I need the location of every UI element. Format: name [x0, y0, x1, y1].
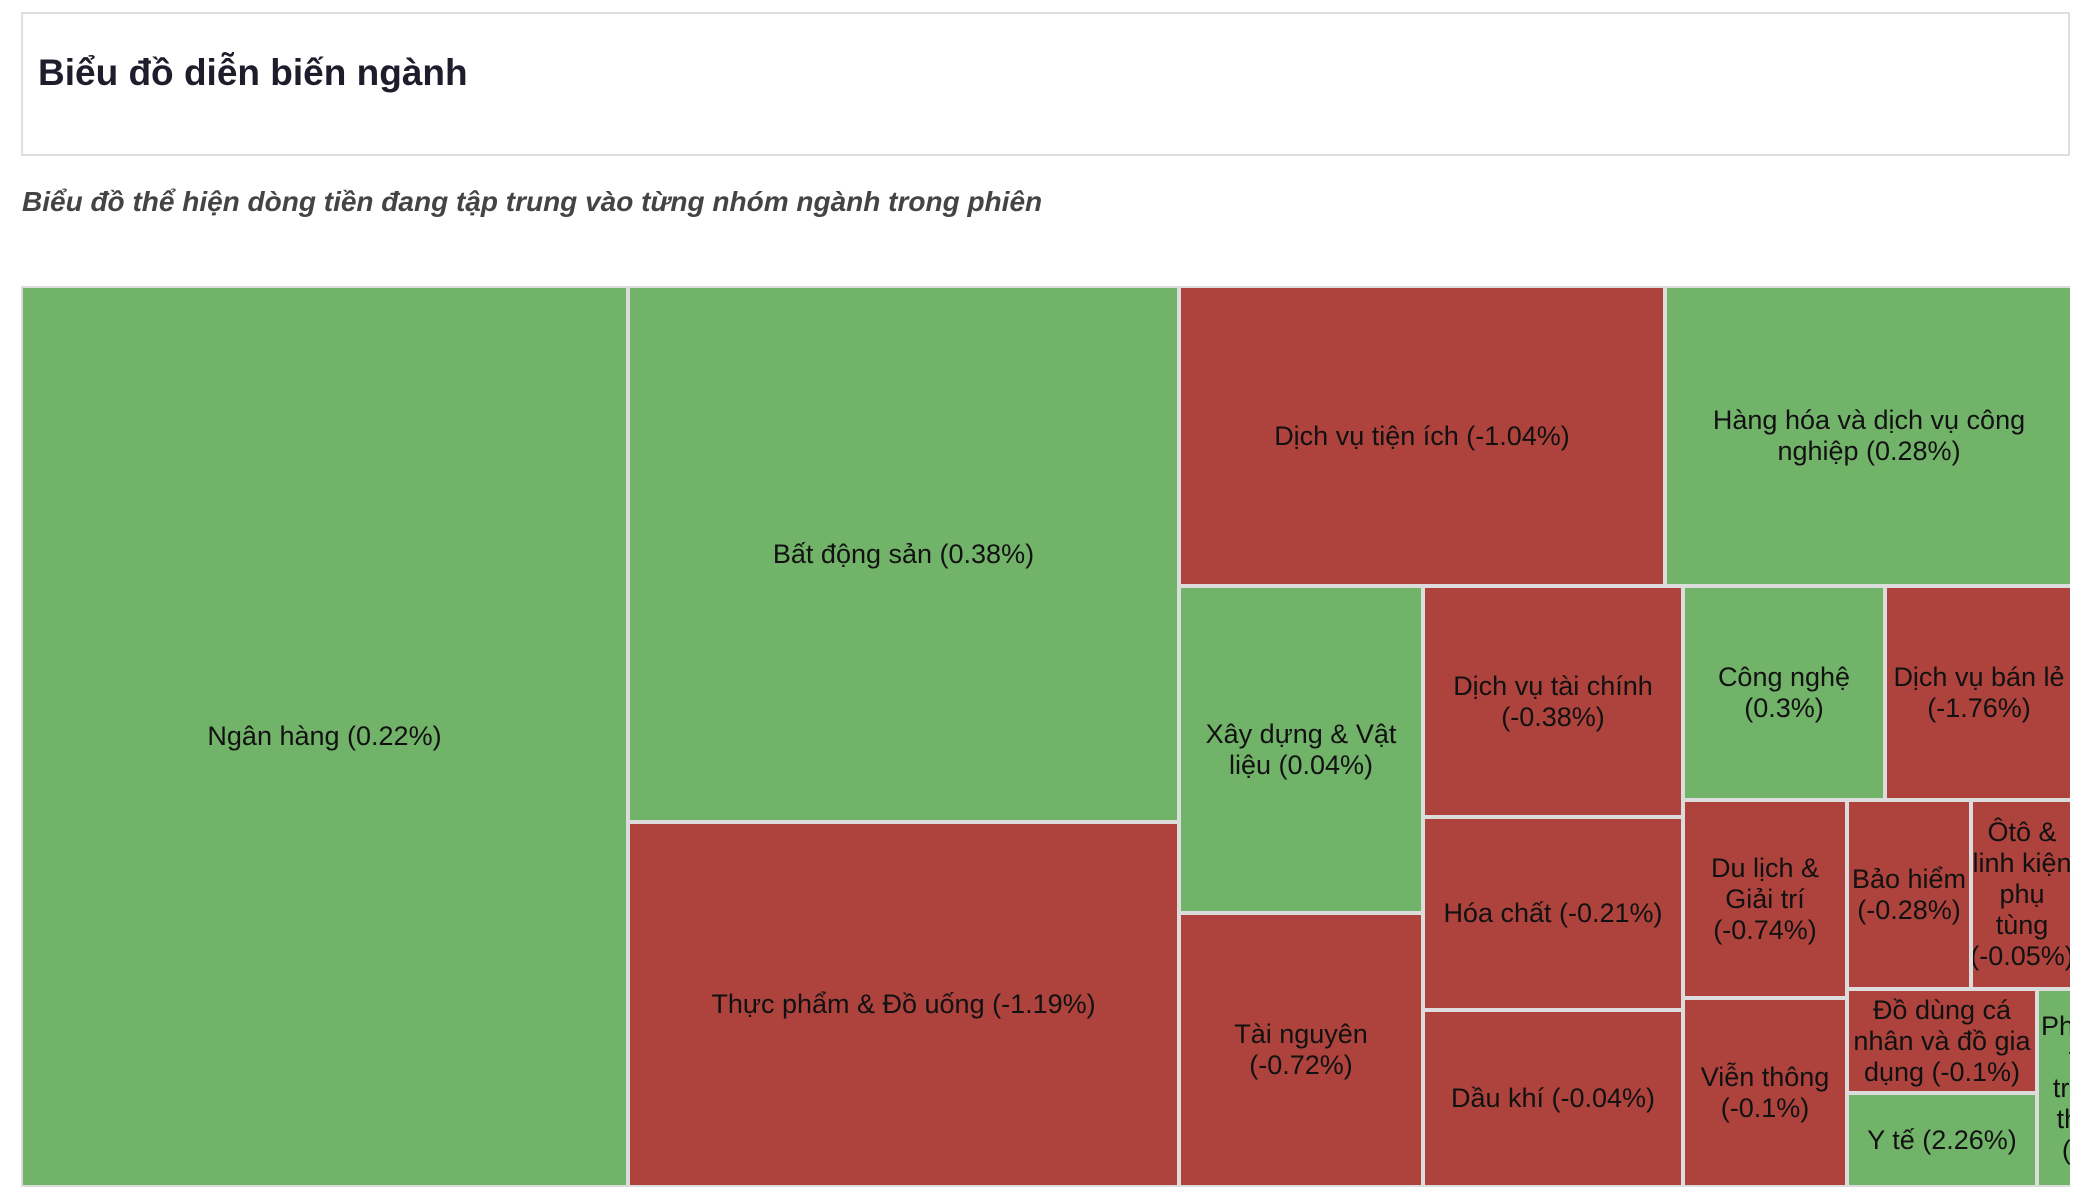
treemap-tile-label: Hàng hóa và dịch vụ công nghiệp (0.28%) — [1712, 405, 2026, 466]
treemap-tile[interactable]: Công nghệ (0.3%) — [1683, 586, 1885, 800]
treemap-tile-label: Hóa chất (-0.21%) — [1443, 898, 1663, 928]
treemap-tile[interactable]: Ngân hàng (0.22%) — [21, 286, 628, 1187]
treemap-tile[interactable]: Du lịch & Giải trí (-0.74%) — [1683, 800, 1847, 998]
treemap-tile[interactable]: Thực phẩm & Đồ uống (-1.19%) — [628, 822, 1179, 1187]
treemap-tile-label: Dịch vụ tài chính (-0.38%) — [1453, 670, 1653, 732]
treemap-tile-label: Phương tiện truyền thông (0%) — [2041, 1010, 2070, 1165]
treemap-tile-label: Du lịch & Giải trí (-0.74%) — [1710, 852, 1820, 945]
treemap-tile[interactable]: Tài nguyên (-0.72%) — [1179, 913, 1423, 1187]
header-card — [21, 12, 2070, 156]
treemap-tile-label: Dịch vụ bán lẻ (-1.76%) — [1893, 662, 2065, 723]
treemap-tile[interactable]: Đồ dùng cá nhân và đồ gia dụng (-0.1%) — [1847, 989, 2037, 1093]
treemap-tile[interactable]: Viễn thông (-0.1%) — [1683, 998, 1847, 1187]
treemap-tile-label: Ôtô & linh kiện phụ tùng (-0.05%) — [1971, 817, 2070, 971]
treemap-tile-label: Y tế (2.26%) — [1867, 1124, 2017, 1155]
treemap-tile-label: Dịch vụ tiện ích (-1.04%) — [1274, 420, 1570, 451]
treemap-tile-label: Công nghệ (0.3%) — [1717, 662, 1851, 723]
treemap-tile[interactable]: Ôtô & linh kiện phụ tùng (-0.05%) — [1971, 800, 2070, 989]
treemap-tile-label: Thực phẩm & Đồ uống (-1.19%) — [711, 989, 1096, 1019]
treemap-tile[interactable]: Xây dựng & Vật liệu (0.04%) — [1179, 586, 1423, 913]
treemap-tile[interactable]: Dầu khí (-0.04%) — [1423, 1010, 1683, 1187]
treemap-tile-label: Viễn thông (-0.1%) — [1700, 1061, 1830, 1123]
treemap-tile[interactable]: Phương tiện truyền thông (0%) — [2037, 989, 2070, 1187]
treemap-tile-label: Ngân hàng (0.22%) — [207, 721, 442, 751]
treemap-tile-label: Tài nguyên (-0.72%) — [1234, 1019, 1368, 1080]
treemap-tile-label: Bảo hiểm (-0.28%) — [1851, 863, 1967, 925]
page-title: Biểu đồ diễn biến ngành — [38, 52, 468, 93]
sector-treemap: Ngân hàng (0.22%) Bất động sản (0.38%) Thự… — [21, 286, 2070, 1187]
treemap-tile[interactable]: Bảo hiểm (-0.28%) — [1847, 800, 1971, 989]
treemap-tile[interactable]: Y tế (2.26%) — [1847, 1093, 2037, 1187]
treemap-tile[interactable]: Bất động sản (0.38%) — [628, 286, 1179, 822]
treemap-tile[interactable]: Dịch vụ tài chính (-0.38%) — [1423, 586, 1683, 817]
treemap-tile-label: Bất động sản (0.38%) — [772, 538, 1035, 569]
treemap-tile[interactable]: Dịch vụ bán lẻ (-1.76%) — [1885, 586, 2070, 800]
chart-subtitle: Biểu đồ thể hiện dòng tiền đang tập trun… — [22, 186, 1043, 217]
treemap-tile[interactable]: Hóa chất (-0.21%) — [1423, 817, 1683, 1010]
treemap-tile[interactable]: Dịch vụ tiện ích (-1.04%) — [1179, 286, 1665, 586]
treemap-tile-label: Xây dựng & Vật liệu (0.04%) — [1205, 718, 1397, 780]
treemap-tile-label: Dầu khí (-0.04%) — [1450, 1083, 1656, 1113]
treemap-tile-label: Đồ dùng cá nhân và đồ gia dụng (-0.1%) — [1853, 994, 2031, 1087]
treemap-tile[interactable]: Hàng hóa và dịch vụ công nghiệp (0.28%) — [1665, 286, 2070, 586]
